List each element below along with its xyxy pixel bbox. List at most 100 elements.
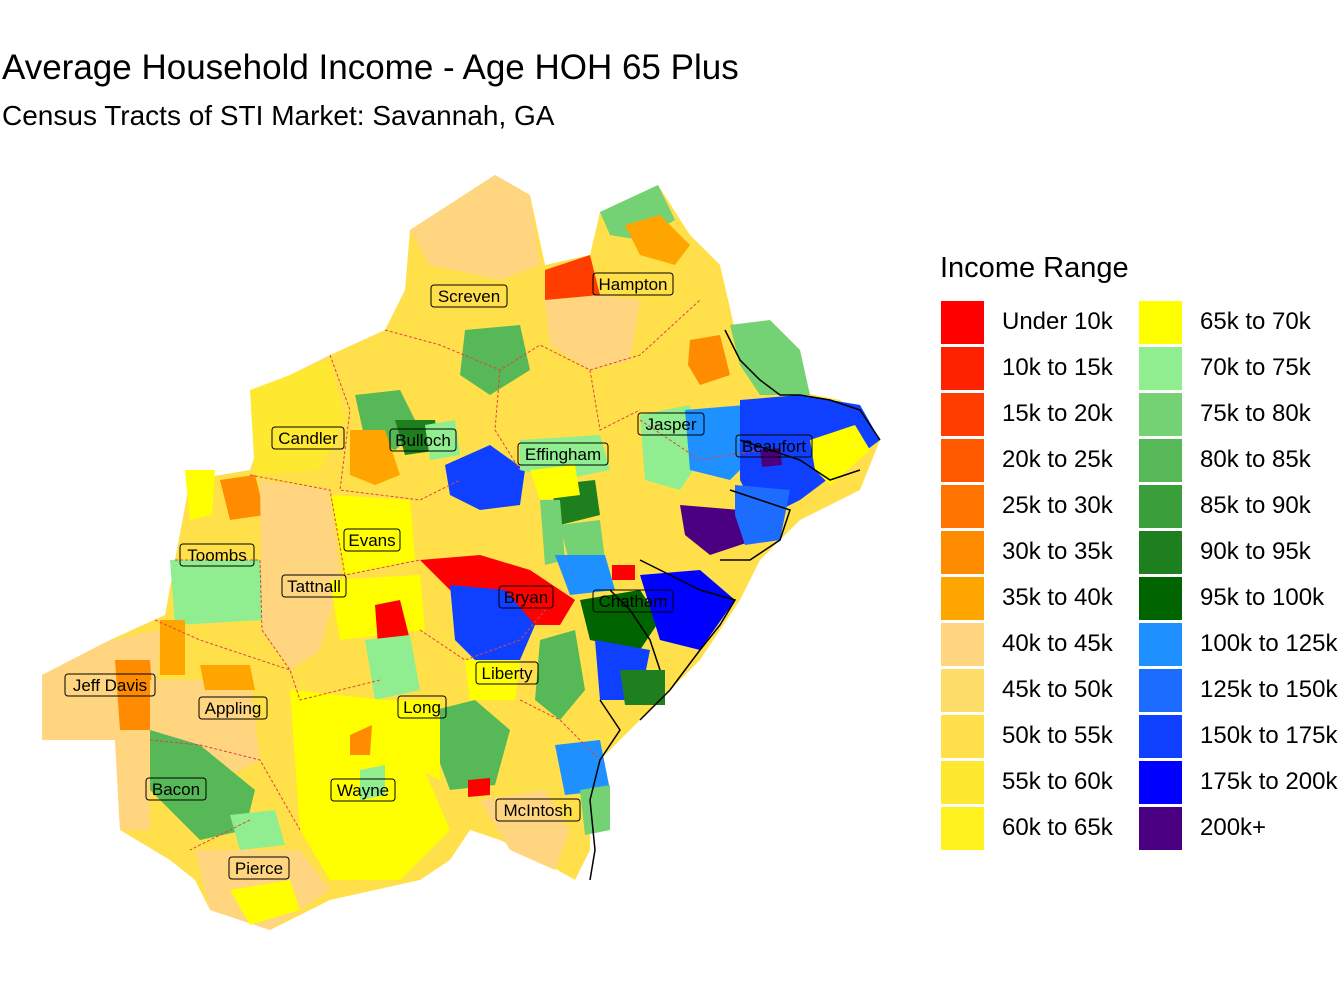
tract-jeffdavis-orange bbox=[115, 660, 155, 730]
legend-swatch bbox=[941, 761, 984, 804]
svg-text:Jasper: Jasper bbox=[645, 415, 696, 434]
tract-toombs-orange bbox=[220, 475, 265, 520]
legend-item: 85k to 90k bbox=[1138, 484, 1344, 530]
tract-bulloch-lightgreen bbox=[425, 420, 460, 460]
county-label-bryan: Bryan bbox=[498, 585, 554, 609]
legend-item: Under 10k bbox=[940, 300, 1138, 346]
legend-item: 70k to 75k bbox=[1138, 346, 1344, 392]
legend-swatch bbox=[1139, 531, 1182, 574]
svg-text:Toombs: Toombs bbox=[187, 546, 247, 565]
county-label-toombs: Toombs bbox=[179, 543, 255, 567]
legend-label: 200k+ bbox=[1200, 814, 1267, 841]
legend-swatch bbox=[941, 623, 984, 666]
tract-liberty-yellow bbox=[465, 660, 520, 700]
county-label-bacon: Bacon bbox=[145, 777, 207, 801]
tract-screven-north bbox=[410, 175, 540, 280]
legend-label: 80k to 85k bbox=[1200, 446, 1311, 473]
svg-text:Evans: Evans bbox=[348, 531, 395, 550]
tract-mcintosh-green bbox=[580, 785, 610, 835]
legend-label: 75k to 80k bbox=[1200, 400, 1311, 427]
county-label-tattnall: Tattnall bbox=[281, 574, 347, 598]
svg-text:Chatham: Chatham bbox=[599, 592, 668, 611]
legend-item: 150k to 175k bbox=[1138, 714, 1344, 760]
svg-text:Beaufort: Beaufort bbox=[742, 437, 807, 456]
legend-label: 100k to 125k bbox=[1200, 630, 1338, 657]
tract-polygons bbox=[42, 175, 880, 930]
county-label-hampton: Hampton bbox=[592, 272, 674, 296]
legend-swatch bbox=[941, 669, 984, 712]
svg-text:Bulloch: Bulloch bbox=[395, 431, 451, 450]
tract-long-green bbox=[435, 700, 510, 790]
legend-label: Under 10k bbox=[1002, 308, 1113, 335]
tract-wayne-red bbox=[468, 778, 490, 797]
legend-label: 35k to 40k bbox=[1002, 584, 1113, 611]
legend-swatch bbox=[1139, 347, 1182, 390]
map-title: Average Household Income - Age HOH 65 Pl… bbox=[2, 48, 739, 87]
legend-label: 150k to 175k bbox=[1200, 722, 1338, 749]
legend-item: 50k to 55k bbox=[940, 714, 1138, 760]
tract-candler-yellow bbox=[250, 360, 345, 475]
legend-label: 60k to 65k bbox=[1002, 814, 1113, 841]
legend-label: 70k to 75k bbox=[1200, 354, 1311, 381]
county-labels: Screven Hampton Candler Bulloch Jasper B… bbox=[64, 272, 813, 880]
tract-evans-yellow bbox=[330, 495, 415, 575]
legend-item: 125k to 150k bbox=[1138, 668, 1344, 714]
legend-swatch bbox=[941, 439, 984, 482]
legend-item: 25k to 30k bbox=[940, 484, 1138, 530]
legend-item: 175k to 200k bbox=[1138, 760, 1344, 806]
tract-screven-green bbox=[460, 325, 530, 395]
legend-label: 85k to 90k bbox=[1200, 492, 1311, 519]
legend-swatch bbox=[1139, 301, 1182, 344]
svg-text:McIntosh: McIntosh bbox=[504, 801, 573, 820]
tract-chatham-red bbox=[612, 565, 635, 580]
tract-mcintosh-blue bbox=[555, 740, 610, 795]
legend-label: 125k to 150k bbox=[1200, 676, 1338, 703]
county-label-jeff-davis: Jeff Davis bbox=[64, 673, 156, 697]
county-label-candler: Candler bbox=[271, 426, 345, 450]
legend-column-2: 65k to 70k 70k to 75k 75k to 80k 80k to 85k… bbox=[1138, 300, 1344, 852]
tract-pierce-yellow bbox=[230, 880, 300, 925]
legend-swatch bbox=[1139, 623, 1182, 666]
svg-text:Bacon: Bacon bbox=[152, 780, 200, 799]
tract-appling-orange-2 bbox=[200, 665, 255, 690]
county-label-bulloch: Bulloch bbox=[389, 428, 457, 452]
legend-label: 90k to 95k bbox=[1200, 538, 1311, 565]
legend-swatch bbox=[1139, 393, 1182, 436]
county-label-evans: Evans bbox=[343, 528, 401, 552]
legend-label: 65k to 70k bbox=[1200, 308, 1311, 335]
legend-item: 30k to 35k bbox=[940, 530, 1138, 576]
legend-label: 25k to 30k bbox=[1002, 492, 1113, 519]
svg-text:Pierce: Pierce bbox=[235, 859, 283, 878]
legend-swatch bbox=[941, 577, 984, 620]
svg-text:Hampton: Hampton bbox=[599, 275, 668, 294]
legend-label: 50k to 55k bbox=[1002, 722, 1113, 749]
legend-item: 100k to 125k bbox=[1138, 622, 1344, 668]
map-subtitle: Census Tracts of STI Market: Savannah, G… bbox=[2, 100, 555, 131]
legend-item: 40k to 45k bbox=[940, 622, 1138, 668]
tract-bulloch-blue bbox=[445, 445, 525, 510]
tract-beaufort-blue-south bbox=[735, 485, 790, 545]
legend-column-1: Under 10k 10k to 15k 15k to 20k 20k to 25k 2… bbox=[940, 300, 1138, 852]
tract-long-lightgreen bbox=[365, 635, 420, 700]
legend-swatch bbox=[941, 531, 984, 574]
tract-chatham-lightgreen bbox=[560, 520, 605, 565]
county-label-wayne: Wayne bbox=[330, 778, 396, 802]
svg-text:Jeff Davis: Jeff Davis bbox=[73, 676, 147, 695]
choropleth-map: Screven Hampton Candler Bulloch Jasper B… bbox=[42, 175, 881, 930]
county-label-jasper: Jasper bbox=[637, 412, 705, 436]
legend-item: 10k to 15k bbox=[940, 346, 1138, 392]
legend-item: 65k to 70k bbox=[1138, 300, 1344, 346]
tract-toombs-yellow bbox=[185, 470, 215, 520]
tract-beaufort-green bbox=[730, 320, 810, 395]
svg-text:Long: Long bbox=[403, 698, 441, 717]
tract-liberty-green bbox=[535, 630, 585, 720]
legend-item: 90k to 95k bbox=[1138, 530, 1344, 576]
svg-text:Liberty: Liberty bbox=[481, 664, 533, 683]
county-label-effingham: Effingham bbox=[517, 442, 609, 466]
tract-hampton-tan bbox=[545, 295, 640, 370]
tract-jasper-lightgreen bbox=[640, 405, 700, 490]
legend-item: 75k to 80k bbox=[1138, 392, 1344, 438]
legend-item: 55k to 60k bbox=[940, 760, 1138, 806]
svg-text:Candler: Candler bbox=[278, 429, 338, 448]
svg-text:Appling: Appling bbox=[205, 699, 262, 718]
